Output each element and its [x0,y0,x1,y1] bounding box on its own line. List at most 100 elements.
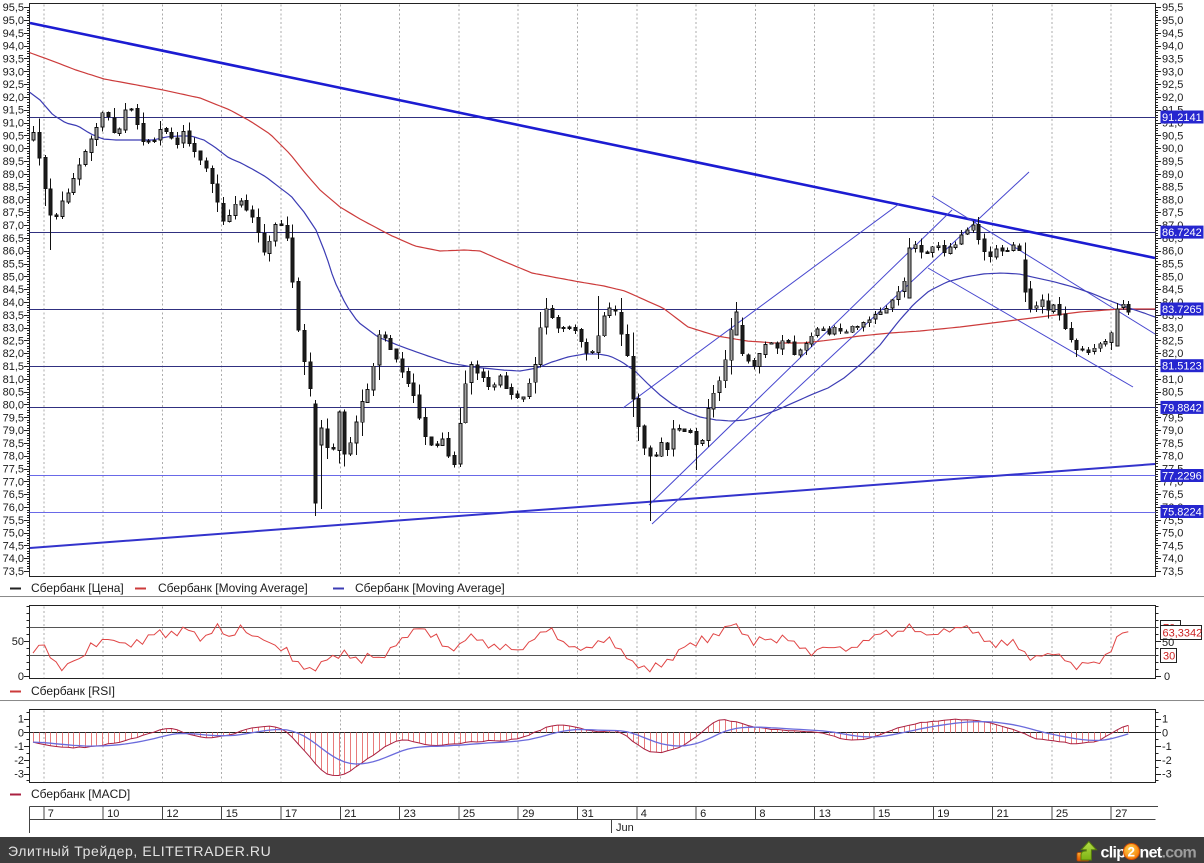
svg-text:75,0: 75,0 [1162,528,1183,540]
svg-text:91,0: 91,0 [3,118,24,130]
svg-text:89,0: 89,0 [3,169,24,181]
svg-text:80,0: 80,0 [3,400,24,412]
svg-text:89,5: 89,5 [3,156,24,168]
svg-text:95,5: 95,5 [3,2,24,14]
svg-text:0: 0 [18,671,24,683]
svg-text:87,5: 87,5 [3,207,24,219]
svg-text:90,0: 90,0 [3,143,24,155]
svg-text:30: 30 [1163,651,1175,663]
svg-text:23: 23 [404,808,416,820]
svg-text:85,5: 85,5 [1162,259,1183,271]
svg-text:88,0: 88,0 [1162,194,1183,206]
svg-text:0: 0 [18,727,24,739]
svg-text:77,5: 77,5 [3,464,24,476]
svg-text:82,5: 82,5 [3,335,24,347]
svg-text:83,0: 83,0 [3,323,24,335]
svg-text:15: 15 [878,808,890,820]
svg-text:86,0: 86,0 [3,246,24,258]
svg-text:0: 0 [1162,727,1168,739]
svg-text:80,5: 80,5 [3,387,24,399]
svg-text:79,0: 79,0 [3,425,24,437]
svg-text:-2: -2 [1162,755,1172,767]
svg-text:-1: -1 [14,741,24,753]
svg-text:Сбербанк [Moving Average]: Сбербанк [Moving Average] [158,581,308,595]
svg-text:1: 1 [18,714,24,726]
svg-text:50: 50 [12,636,24,648]
svg-text:94,5: 94,5 [1162,28,1183,40]
svg-text:Сбербанк [MACD]: Сбербанк [MACD] [31,787,130,801]
svg-text:86,5: 86,5 [3,233,24,245]
svg-text:75,5: 75,5 [3,515,24,527]
svg-text:76,5: 76,5 [3,489,24,501]
svg-text:94,0: 94,0 [3,41,24,53]
svg-text:90,5: 90,5 [3,130,24,142]
svg-text:10: 10 [107,808,119,820]
svg-text:95,0: 95,0 [1162,15,1183,27]
svg-text:89,0: 89,0 [1162,169,1183,181]
svg-text:19: 19 [937,808,949,820]
svg-text:79,5: 79,5 [1162,412,1183,424]
svg-text:95,5: 95,5 [1162,2,1183,14]
svg-text:88,5: 88,5 [1162,182,1183,194]
svg-text:81,5: 81,5 [3,361,24,373]
svg-text:21: 21 [997,808,1009,820]
svg-text:87,0: 87,0 [3,220,24,232]
svg-text:90,0: 90,0 [1162,143,1183,155]
svg-text:79,0: 79,0 [1162,425,1183,437]
svg-text:83,5: 83,5 [3,310,24,322]
svg-text:8: 8 [759,808,765,820]
svg-text:78,0: 78,0 [3,451,24,463]
svg-text:Сбербанк [RSI]: Сбербанк [RSI] [31,684,115,698]
svg-text:93,0: 93,0 [3,66,24,78]
svg-text:Jun: Jun [616,822,634,834]
svg-text:92,5: 92,5 [3,79,24,91]
svg-text:25: 25 [1056,808,1068,820]
svg-text:63,3342: 63,3342 [1163,628,1203,640]
svg-text:net: net [1140,845,1163,862]
svg-text:Сбербанк [Moving Average]: Сбербанк [Moving Average] [355,581,505,595]
svg-text:92,0: 92,0 [3,92,24,104]
svg-text:92,0: 92,0 [1162,92,1183,104]
svg-text:-3: -3 [1162,769,1172,781]
svg-text:74,5: 74,5 [1162,540,1183,552]
svg-text:82,5: 82,5 [1162,335,1183,347]
svg-text:78,5: 78,5 [1162,438,1183,450]
svg-text:79,5: 79,5 [3,412,24,424]
svg-text:73,5: 73,5 [3,566,24,578]
svg-text:80,5: 80,5 [1162,387,1183,399]
svg-text:4: 4 [641,808,647,820]
svg-text:94,0: 94,0 [1162,41,1183,53]
svg-text:88,0: 88,0 [3,194,24,206]
svg-text:87,5: 87,5 [1162,207,1183,219]
svg-text:86.7242: 86.7242 [1162,227,1202,239]
svg-text:77.2296: 77.2296 [1162,471,1202,483]
svg-text:77,0: 77,0 [3,476,24,488]
svg-text:clip: clip [1101,845,1127,862]
svg-text:93,0: 93,0 [1162,66,1183,78]
svg-text:7: 7 [48,808,54,820]
svg-text:74,5: 74,5 [3,540,24,552]
svg-text:95,0: 95,0 [3,15,24,27]
svg-text:82,0: 82,0 [1162,348,1183,360]
svg-text:13: 13 [819,808,831,820]
svg-text:85,0: 85,0 [1162,271,1183,283]
svg-text:78,5: 78,5 [3,438,24,450]
svg-text:76,0: 76,0 [3,502,24,514]
svg-text:2: 2 [1128,845,1136,860]
svg-text:-1: -1 [1162,741,1172,753]
svg-text:92,5: 92,5 [1162,79,1183,91]
svg-text:90,5: 90,5 [1162,130,1183,142]
svg-text:82,0: 82,0 [3,348,24,360]
svg-text:93,5: 93,5 [3,54,24,66]
svg-text:31: 31 [582,808,594,820]
svg-text:89,5: 89,5 [1162,156,1183,168]
svg-text:81,0: 81,0 [1162,374,1183,386]
svg-text:1: 1 [1162,714,1168,726]
svg-text:79.8842: 79.8842 [1162,402,1202,414]
svg-text:84,0: 84,0 [3,297,24,309]
svg-text:29: 29 [522,808,534,820]
svg-text:88,5: 88,5 [3,182,24,194]
svg-text:85,0: 85,0 [3,271,24,283]
svg-text:84,5: 84,5 [3,284,24,296]
svg-text:15: 15 [226,808,238,820]
